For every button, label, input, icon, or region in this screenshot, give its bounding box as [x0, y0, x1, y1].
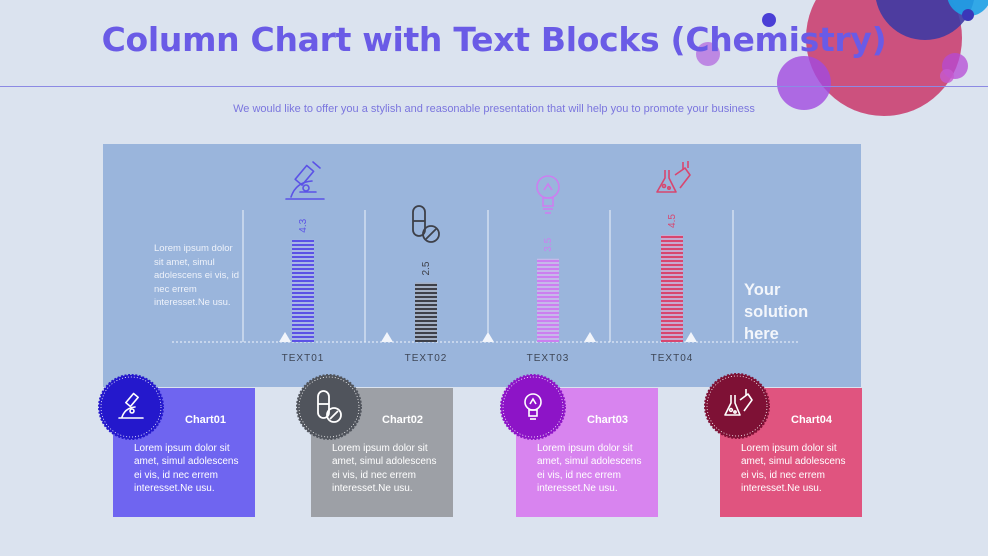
- bar-text03: [537, 258, 559, 342]
- title-divider: [0, 86, 988, 87]
- solution-text: Your solution here: [744, 281, 809, 343]
- card-body: Lorem ipsum dolor sit amet, simul adoles…: [134, 443, 239, 495]
- marker-triangle: [381, 332, 393, 342]
- marker-triangle: [685, 332, 697, 342]
- data-label: 4.5: [667, 214, 678, 228]
- flask-icon: [704, 373, 770, 439]
- data-label: 2.5: [421, 261, 432, 275]
- flask-icon: [656, 161, 691, 193]
- pill-icon: [296, 374, 362, 440]
- page-title: Column Chart with Text Blocks (Chemistry…: [101, 20, 887, 59]
- bar-text02: [415, 282, 437, 342]
- x-tick-label: TEXT01: [282, 353, 325, 364]
- card-title: Chart01: [185, 414, 226, 426]
- x-tick-label: TEXT02: [405, 353, 448, 364]
- card-body: Lorem ipsum dolor sit amet, simul adoles…: [332, 443, 437, 495]
- bar-text04: [661, 234, 683, 342]
- data-label: 4.3: [298, 218, 309, 232]
- marker-triangle: [279, 332, 291, 342]
- microscope-icon: [285, 161, 325, 200]
- x-tick-label: TEXT04: [651, 353, 694, 364]
- marker-triangle: [584, 332, 596, 342]
- card-title: Chart04: [791, 414, 832, 426]
- chart-panel: [103, 144, 861, 387]
- lightbulb-icon: [536, 175, 560, 214]
- badge-lightbulb: [500, 374, 566, 440]
- badge-microscope: [98, 374, 164, 440]
- microscope-icon: [98, 374, 164, 440]
- badge-pill: [296, 374, 362, 440]
- card-body: Lorem ipsum dolor sit amet, simul adoles…: [741, 443, 846, 495]
- side-text-block: Lorem ipsum dolor sit amet, simul adoles…: [154, 243, 240, 308]
- x-tick-label: TEXT03: [527, 353, 570, 364]
- page-subtitle: We would like to offer you a stylish and…: [233, 103, 755, 115]
- card-title: Chart02: [382, 414, 423, 426]
- card-title: Chart03: [587, 414, 628, 426]
- data-label: 3.5: [543, 237, 554, 251]
- card-body: Lorem ipsum dolor sit amet, simul adoles…: [537, 443, 642, 495]
- marker-triangle: [482, 332, 494, 342]
- badge-flask: [704, 373, 770, 439]
- pill-icon: [412, 205, 440, 243]
- lightbulb-icon: [500, 374, 566, 440]
- bar-text01: [292, 239, 314, 342]
